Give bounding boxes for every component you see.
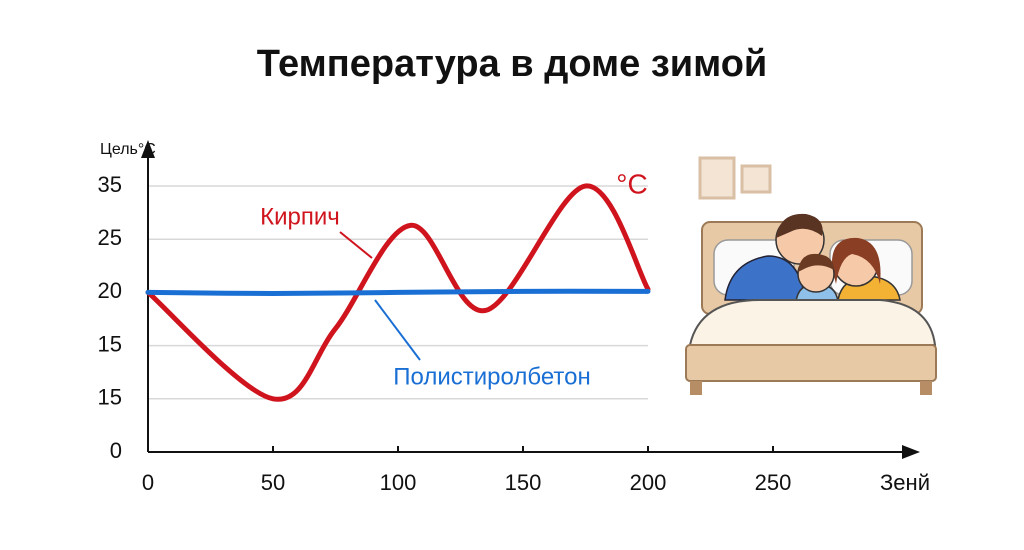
x-axis-arrow <box>902 445 920 459</box>
bed-leg <box>690 381 702 395</box>
lines <box>145 183 651 402</box>
x-tick-label: 100 <box>380 470 417 495</box>
x-tick-label: 250 <box>755 470 792 495</box>
y-tick-label: 20 <box>98 278 122 303</box>
grid <box>148 185 648 400</box>
y-axis-label: Цель°С <box>100 141 156 158</box>
picture-frame <box>698 156 736 200</box>
series-line <box>145 183 651 402</box>
blanket <box>688 299 937 346</box>
illustration <box>685 156 937 395</box>
hair <box>776 213 823 238</box>
chart-title: Температура в доме зимой <box>257 43 768 85</box>
y-tick-label: 0 <box>110 438 122 463</box>
hair <box>798 253 834 272</box>
y-tick-label: 15 <box>98 331 122 356</box>
annotation: Полистиролбетон <box>393 363 590 390</box>
y-axis-arrow <box>141 140 155 158</box>
bed-leg <box>920 381 932 395</box>
annotation: °С <box>616 168 647 199</box>
y-tick-label: 25 <box>98 225 122 250</box>
x-tick-label: 150 <box>505 470 542 495</box>
series-line <box>145 288 651 296</box>
bed-base <box>685 344 937 382</box>
picture-frame <box>740 164 772 194</box>
annotation: Кирпич <box>260 203 340 230</box>
x-tick-label: 50 <box>261 470 285 495</box>
x-axis-label: Зенй <box>880 470 930 495</box>
y-tick-label: 35 <box>98 172 122 197</box>
x-tick-label: 0 <box>142 470 154 495</box>
x-tick-label: 200 <box>630 470 667 495</box>
y-tick-label: 15 <box>98 385 122 410</box>
annotation-leader <box>339 231 373 259</box>
annotation-leader <box>374 299 421 361</box>
hair <box>831 237 881 284</box>
